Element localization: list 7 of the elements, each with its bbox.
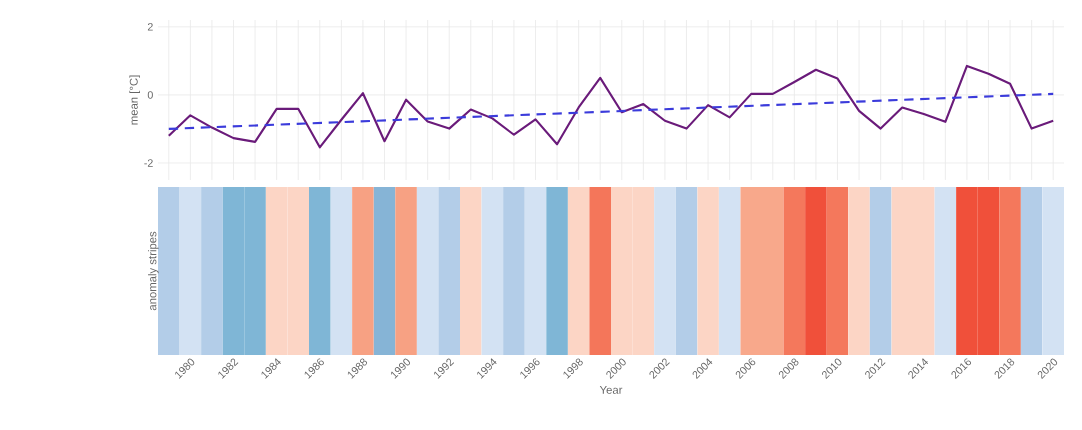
- y-axis-title: mean [°C]: [129, 75, 140, 125]
- y-tick-label: 0: [147, 91, 153, 99]
- y-axis-title: anomaly stripes: [148, 231, 159, 311]
- y-tick-label: -2: [144, 159, 153, 167]
- x-axis-title: Year: [599, 385, 623, 394]
- y-tick-label: 2: [147, 23, 153, 31]
- line-series: [167, 64, 1055, 149]
